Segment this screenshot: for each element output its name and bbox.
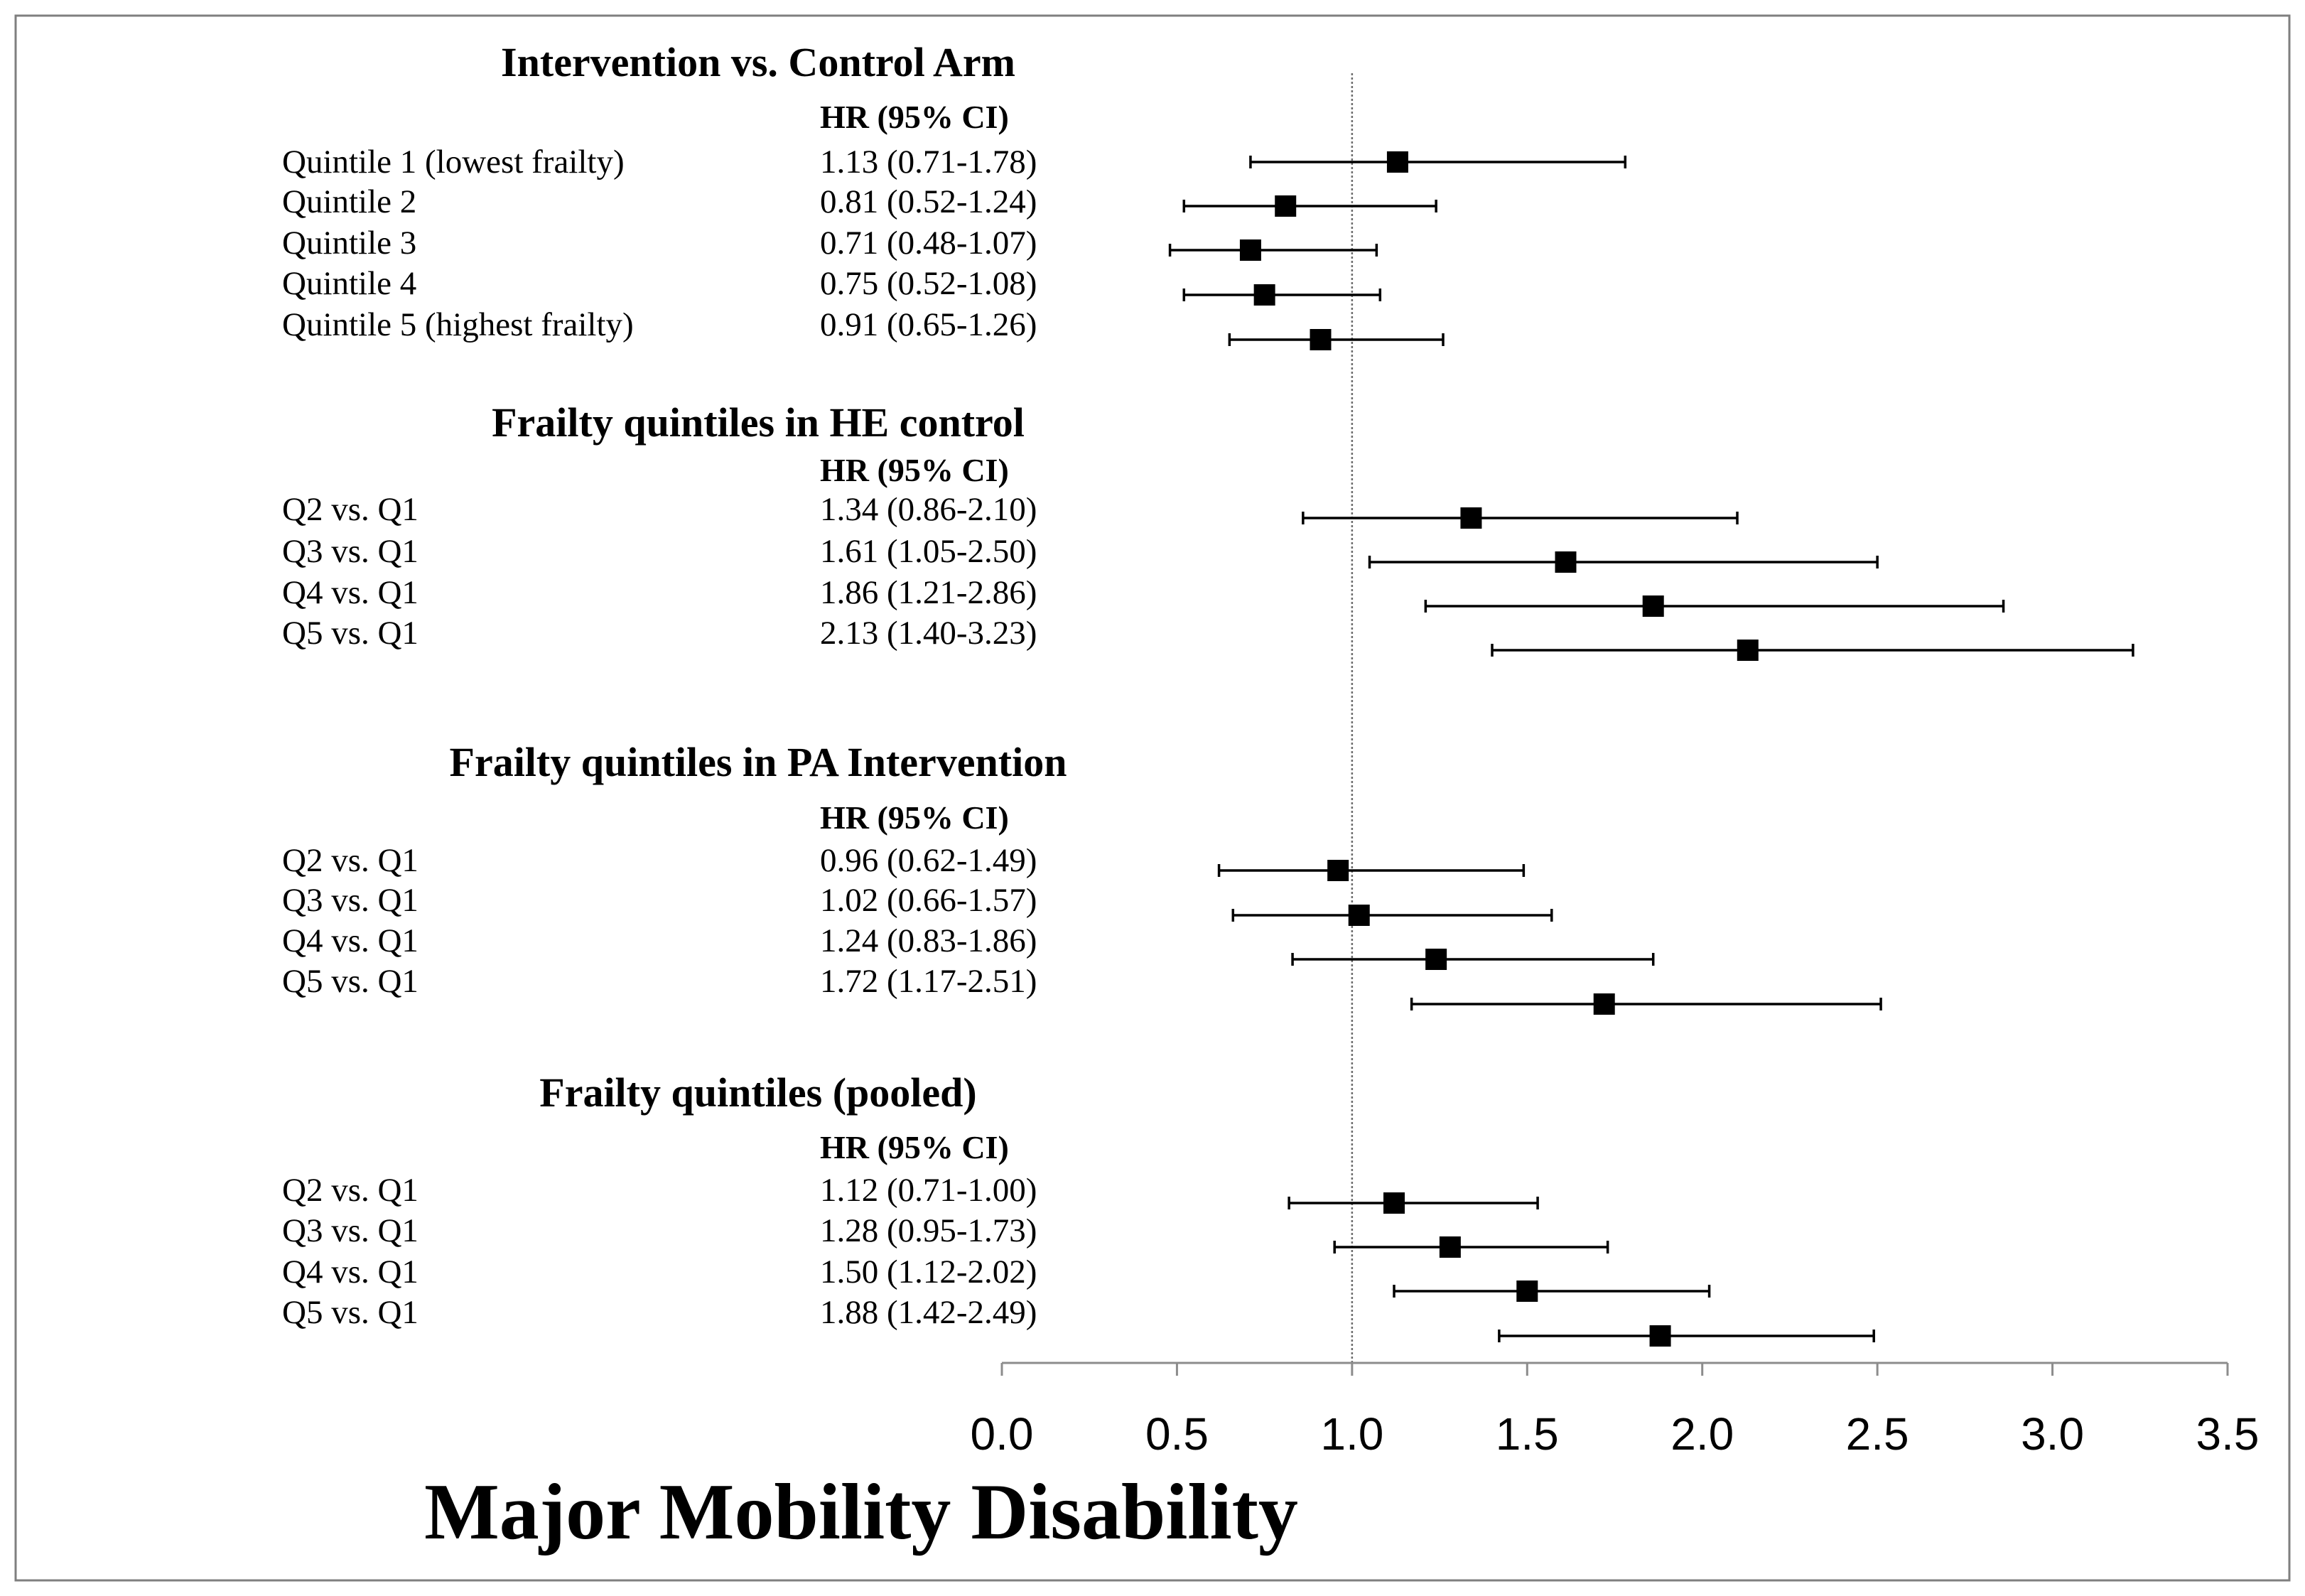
- hr-marker: [1386, 151, 1408, 173]
- column-header: HR (95% CI): [820, 1129, 1009, 1165]
- panel-title: Frailty quintiles (pooled): [539, 1069, 976, 1116]
- panel-2: Frailty quintiles in HE control HR (95% C…: [282, 399, 1037, 652]
- hr-marker: [1649, 1325, 1671, 1347]
- estimate-row: [1410, 993, 1882, 1015]
- panel-title: Frailty quintiles in HE control: [492, 399, 1025, 446]
- hr-marker: [1348, 905, 1370, 926]
- hr-ci-text: 1.24 (0.83-1.86): [820, 922, 1037, 959]
- x-axis: 0.0 0.5 1.0 1.5 2.0 2.5 3.0 3.5: [971, 1362, 2260, 1460]
- hr-ci-text: 1.86 (1.21-2.86): [820, 574, 1037, 611]
- estimate-row: [1182, 195, 1437, 217]
- panel-3: Frailty quintiles in PA Intervention HR (…: [282, 739, 1067, 1000]
- hr-ci-text: 1.61 (1.05-2.50): [820, 533, 1037, 570]
- estimate-row: [1217, 860, 1526, 881]
- hr-marker: [1460, 507, 1482, 529]
- estimate-row: [1168, 239, 1378, 261]
- row-label: Quintile 1 (lowest frailty): [282, 144, 625, 180]
- x-tick-label: 3.5: [2196, 1408, 2260, 1460]
- row-label: Q3 vs. Q1: [282, 1212, 419, 1249]
- x-tick-label: 1.5: [1496, 1408, 1559, 1460]
- hr-ci-text: 1.02 (0.66-1.57): [820, 882, 1037, 919]
- row-label: Q2 vs. Q1: [282, 491, 419, 528]
- row-label: Q5 vs. Q1: [282, 1294, 419, 1331]
- hr-marker: [1239, 239, 1261, 261]
- hr-ci-text: 1.12 (0.71-1.00): [820, 1172, 1037, 1209]
- hr-marker: [1642, 595, 1664, 617]
- row-label: Q5 vs. Q1: [282, 615, 419, 652]
- estimate-row: [1302, 507, 1739, 529]
- estimate-row: [1231, 905, 1553, 926]
- hr-ci-text: 2.13 (1.40-3.23): [820, 615, 1037, 652]
- estimate-row: [1424, 595, 2005, 617]
- estimate-row: [1182, 284, 1382, 306]
- hr-marker: [1275, 195, 1297, 217]
- hr-ci-text: 1.88 (1.42-2.49): [820, 1294, 1037, 1331]
- hr-marker: [1593, 993, 1615, 1015]
- hr-marker: [1516, 1280, 1538, 1302]
- panel-title: Frailty quintiles in PA Intervention: [450, 739, 1067, 785]
- row-label: Q2 vs. Q1: [282, 1172, 419, 1209]
- estimate-row: [1498, 1325, 1875, 1347]
- hr-ci-text: 1.72 (1.17-2.51): [820, 963, 1037, 1000]
- estimate-row: [1491, 640, 2134, 661]
- row-label: Q4 vs. Q1: [282, 574, 419, 611]
- hr-ci-text: 0.71 (0.48-1.07): [820, 225, 1037, 261]
- panel-1: Intervention vs. Control Arm HR (95% CI) Q…: [282, 39, 1037, 343]
- hr-ci-text: 0.91 (0.65-1.26): [820, 306, 1037, 343]
- hr-ci-text: 1.13 (0.71-1.78): [820, 144, 1037, 180]
- hr-ci-text: 1.34 (0.86-2.10): [820, 491, 1037, 528]
- row-label: Quintile 2: [282, 183, 416, 220]
- hr-marker: [1253, 284, 1275, 306]
- estimate-row: [1368, 551, 1879, 573]
- plot-area: [1168, 73, 2134, 1363]
- x-axis-title: Major Mobility Disability: [424, 1468, 1298, 1556]
- figure-border: [14, 14, 2291, 1582]
- estimate-row: [1393, 1280, 1711, 1302]
- hr-marker: [1737, 640, 1759, 661]
- panel-title: Intervention vs. Control Arm: [501, 39, 1015, 85]
- estimate-row: [1249, 151, 1627, 173]
- estimate-row: [1288, 1192, 1539, 1214]
- x-tick-label: 2.0: [1670, 1408, 1734, 1460]
- row-label: Quintile 5 (highest frailty): [282, 306, 634, 343]
- row-label: Q4 vs. Q1: [282, 922, 419, 959]
- hr-ci-text: 0.81 (0.52-1.24): [820, 183, 1037, 220]
- hr-ci-text: 1.50 (1.12-2.02): [820, 1253, 1037, 1290]
- hr-ci-text: 0.96 (0.62-1.49): [820, 842, 1037, 879]
- x-tick-label: 0.5: [1145, 1408, 1209, 1460]
- hr-marker: [1555, 551, 1577, 573]
- column-header: HR (95% CI): [820, 452, 1009, 488]
- column-header: HR (95% CI): [820, 799, 1009, 836]
- hr-marker: [1327, 860, 1349, 881]
- hr-marker: [1439, 1236, 1461, 1258]
- x-tick-label: 2.5: [1846, 1408, 1909, 1460]
- row-label: Q2 vs. Q1: [282, 842, 419, 879]
- row-label: Quintile 3: [282, 225, 416, 261]
- hr-marker: [1425, 949, 1447, 970]
- hr-ci-text: 1.28 (0.95-1.73): [820, 1212, 1037, 1249]
- x-tick-label: 3.0: [2021, 1408, 2084, 1460]
- row-label: Quintile 4: [282, 265, 416, 302]
- row-label: Q3 vs. Q1: [282, 882, 419, 919]
- estimate-row: [1228, 329, 1445, 350]
- estimate-row: [1333, 1236, 1609, 1258]
- x-tick-label: 0.0: [971, 1408, 1034, 1460]
- row-label: Q5 vs. Q1: [282, 963, 419, 1000]
- hr-ci-text: 0.75 (0.52-1.08): [820, 265, 1037, 302]
- estimate-row: [1291, 949, 1655, 970]
- row-label: Q4 vs. Q1: [282, 1253, 419, 1290]
- column-header: HR (95% CI): [820, 99, 1009, 135]
- x-tick-label: 1.0: [1320, 1408, 1383, 1460]
- hr-marker: [1383, 1192, 1405, 1214]
- row-label: Q3 vs. Q1: [282, 533, 419, 570]
- panel-4: Frailty quintiles (pooled) HR (95% CI) Q2 …: [282, 1069, 1037, 1331]
- panels-layer: Intervention vs. Control Arm HR (95% CI) Q…: [282, 39, 1067, 1331]
- hr-marker: [1310, 329, 1332, 350]
